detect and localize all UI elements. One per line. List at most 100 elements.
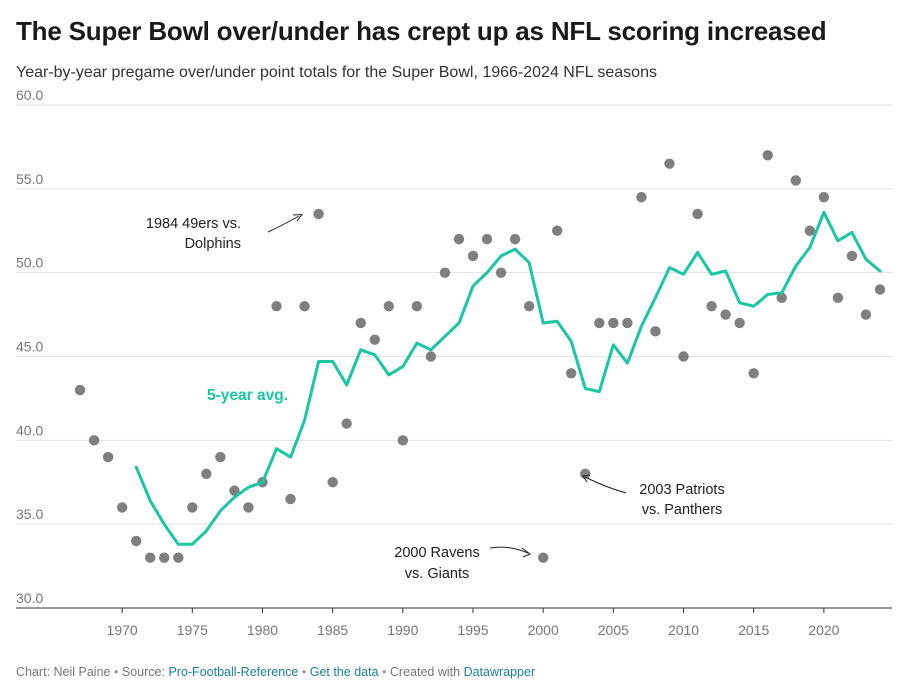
data-point <box>706 301 717 312</box>
chart-subtitle: Year-by-year pregame over/under point to… <box>16 64 657 81</box>
data-point <box>313 208 324 220</box>
data-point <box>74 384 86 396</box>
data-point <box>594 317 605 329</box>
data-point <box>509 233 521 245</box>
data-point <box>832 292 844 304</box>
data-point <box>327 477 338 488</box>
data-point <box>860 309 872 320</box>
x-tick-label: 2015 <box>738 622 769 638</box>
x-tick-label: 2010 <box>668 622 699 638</box>
y-tick-label: 60.0 <box>16 87 43 103</box>
data-point <box>243 502 254 513</box>
datawrapper-link[interactable]: Datawrapper <box>463 665 536 679</box>
data-point <box>102 451 114 463</box>
annotation-2003: 2003 Patriots vs. Panthers <box>582 474 725 518</box>
x-tick-label: 1990 <box>387 622 418 638</box>
data-point <box>201 468 212 480</box>
data-point <box>383 301 394 312</box>
data-point <box>776 292 787 304</box>
data-point <box>790 175 801 186</box>
data-point <box>566 368 577 379</box>
data-point <box>397 435 409 446</box>
created-with-label: Created with <box>389 665 461 679</box>
data-point <box>734 317 745 329</box>
y-axis: 30.0 35.0 40.0 45.0 50.0 55.0 60.0 <box>16 87 43 606</box>
data-point <box>678 351 689 362</box>
annotation-2003-line2: vs. Panthers <box>642 502 723 518</box>
data-point <box>173 552 184 563</box>
data-point <box>748 368 759 379</box>
get-data-link[interactable]: Get the data <box>309 665 379 679</box>
annotation-1984-arrow <box>267 215 300 233</box>
annotation-1984-arrowhead <box>292 213 304 222</box>
data-point <box>523 301 535 312</box>
annotation-2000-arrowhead <box>521 547 531 558</box>
data-point <box>608 317 619 329</box>
footer-separator: • <box>382 665 387 679</box>
annotation-2003-line1: 2003 Patriots <box>639 482 724 498</box>
data-point <box>804 225 816 236</box>
over-under-dots <box>74 150 886 563</box>
data-point <box>369 334 380 345</box>
data-point <box>411 301 423 312</box>
y-tick-label: 45.0 <box>16 339 43 355</box>
data-point <box>622 317 633 329</box>
data-point <box>636 192 647 203</box>
data-point <box>187 502 198 513</box>
x-axis: 1970 1975 1980 1985 1990 1995 2000 2005 2010 2015… <box>107 608 840 638</box>
data-point <box>145 552 156 563</box>
data-point <box>341 418 352 429</box>
gridlines <box>16 104 892 609</box>
data-point <box>552 225 563 236</box>
data-point <box>453 233 465 245</box>
annotation-2003-arrow <box>584 476 627 494</box>
x-tick-label: 2020 <box>808 622 839 638</box>
data-point <box>215 451 226 463</box>
annotation-2000-arrow <box>489 546 529 554</box>
data-point <box>495 267 507 278</box>
source-label: Source: <box>121 665 165 679</box>
data-point <box>88 435 100 446</box>
annotation-2000-line1: 2000 Ravens <box>394 545 479 561</box>
data-point <box>229 485 240 496</box>
data-point <box>159 552 170 563</box>
annotation-2003-arrowhead <box>582 474 591 483</box>
data-point <box>299 301 310 312</box>
annotation-1984: 1984 49ers vs. Dolphins <box>146 213 304 252</box>
data-point <box>285 493 296 505</box>
footer-separator: • <box>113 665 119 679</box>
data-point <box>692 208 703 220</box>
annotation-2000: 2000 Ravens vs. Giants <box>394 545 531 582</box>
data-point <box>130 535 142 547</box>
data-point <box>439 267 451 278</box>
annotation-1984-line1: 1984 49ers vs. <box>146 216 241 232</box>
y-tick-label: 30.0 <box>16 590 43 606</box>
chart-credit: Chart: Neil Paine <box>16 665 111 679</box>
y-tick-label: 40.0 <box>16 422 43 438</box>
data-point <box>664 158 675 169</box>
data-point <box>271 301 282 312</box>
data-point <box>355 317 366 329</box>
annotation-1984-line2: Dolphins <box>185 236 241 252</box>
data-point <box>116 502 128 513</box>
x-tick-label: 2005 <box>598 622 629 638</box>
source-link[interactable]: Pro-Football-Reference <box>168 665 299 679</box>
chart-footer: Chart: Neil Paine • Source: Pro-Football… <box>16 665 535 679</box>
data-point <box>467 250 479 262</box>
x-tick-label: 2000 <box>528 622 559 638</box>
x-tick-label: 1985 <box>317 622 348 638</box>
annotation-2000-line2: vs. Giants <box>405 566 469 582</box>
x-tick-label: 1980 <box>247 622 278 638</box>
five-year-avg-line <box>134 210 882 546</box>
footer-separator: • <box>301 665 307 679</box>
y-tick-label: 55.0 <box>16 171 43 187</box>
x-tick-label: 1995 <box>457 622 488 638</box>
data-point <box>481 233 493 245</box>
data-point <box>762 150 773 161</box>
data-point <box>425 351 437 362</box>
data-point <box>818 192 830 203</box>
y-tick-label: 35.0 <box>16 506 43 522</box>
data-point <box>650 326 661 337</box>
y-tick-label: 50.0 <box>16 255 43 271</box>
